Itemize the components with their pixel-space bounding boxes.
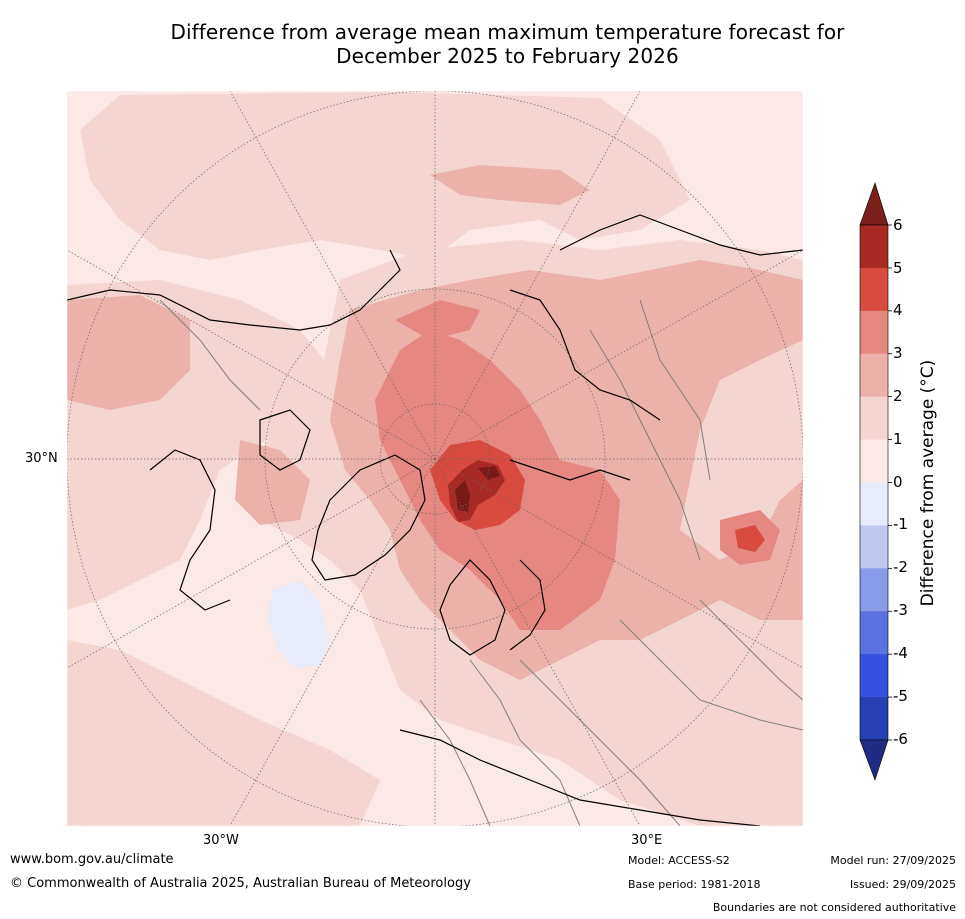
anomaly-region-canada-greenland [235,440,310,525]
colorbar-tick: 0 [893,473,903,491]
colorbar-tick: -3 [893,601,908,619]
colorbar-band [860,267,888,312]
colorbar-tick: -1 [893,515,908,533]
colorbar-tick: -4 [893,644,908,662]
coastline-arctic-russia [509,289,661,421]
meridian-60w [67,249,436,460]
colorbar-tick: 2 [893,387,903,405]
footer-issued: Issued: 29/09/2025 [849,878,956,891]
colorbar-tick: -6 [893,730,908,748]
meridian-120e [434,458,803,669]
graticule [67,91,803,826]
colorbar-band [860,697,888,741]
meridian-150e [434,458,641,826]
meridian-150w [229,458,436,826]
colorbar-tick: 1 [893,430,903,448]
coastline-canadian-islands [259,409,311,471]
colorbar-bands [859,224,892,741]
lat-label-30n: 30°N [25,451,58,466]
border-line [159,299,261,411]
meridian-60e [434,249,803,460]
coastline-siberia [559,214,803,256]
anomaly-region-alaska [67,295,190,410]
meridian-120w [67,458,436,669]
border-line [469,659,581,826]
footer-copyright: © Commonwealth of Australia 2025, Austra… [10,876,471,891]
colorbar-band [860,396,888,440]
map-layers [67,91,803,826]
colorbar-tick: -5 [893,687,908,705]
title-line-1: Difference from average mean maximum tem… [170,20,845,44]
title-line-2: December 2025 to February 2026 [336,44,679,68]
country-borders [159,299,803,826]
border-line [519,659,681,826]
colorbar-band [860,482,888,526]
colorbar-band [860,225,888,269]
border-line [589,329,701,561]
footer-model-run: Model run: 27/09/2025 [830,854,956,867]
footer-disclaimer: Boundaries are not considered authoritat… [712,901,956,914]
colorbar-tick: 4 [893,301,903,319]
colorbar-band [860,654,888,698]
coastline-greenland [311,454,426,581]
meridian-30w [229,91,436,460]
footer-base-period: Base period: 1981-2018 [628,878,761,891]
anomaly-region-east-siberia-core [735,525,765,552]
border-line [699,599,803,701]
meridian-30e [434,91,641,460]
colorbar-band [860,439,888,483]
coastline-mediterranean [399,729,761,826]
colorbar-band [860,525,888,569]
colorbar-band [860,310,888,355]
colorbar-tick: 5 [893,259,903,277]
colorbar-band [860,611,888,655]
anomaly-region-chukotka [395,300,480,340]
colorbar-under-arrow [859,739,889,781]
anomaly-region-atlantic [67,640,380,826]
colorbar-tick: 6 [893,216,903,234]
chart-title: Difference from average mean maximum tem… [0,20,965,68]
colorbar-tick: -2 [893,558,908,576]
coastline-scandinavia [509,559,546,651]
colorbar [859,182,892,781]
coastline-white-sea [509,459,631,481]
anomaly-region-bering [430,165,590,205]
latitude-circle-70 [264,288,606,630]
anomaly-region-negative-atlantic [268,580,330,668]
colorbar-over-arrow [859,182,889,226]
coastlines [67,214,803,826]
map-frame [66,90,804,827]
anomaly-region-north-pacific [80,92,690,260]
border-line [619,619,803,731]
lon-label-30e: 30°E [631,833,663,848]
colorbar-title: Difference from average (°C) [918,359,938,607]
colorbar-band [860,353,888,398]
coastline-north-america [67,249,401,331]
footer-model: Model: ACCESS-S2 [628,854,730,867]
coastline-hudson-bay [149,449,231,611]
anomaly-region-franz-josef-peak [478,466,500,480]
coastline-europe [439,559,506,656]
footer-url[interactable]: www.bom.gov.au/climate [10,852,174,867]
colorbar-band [860,568,888,612]
border-line [419,699,491,826]
lon-label-30w: 30°W [203,833,239,848]
border-line [639,299,711,481]
colorbar-tick: 3 [893,344,903,362]
